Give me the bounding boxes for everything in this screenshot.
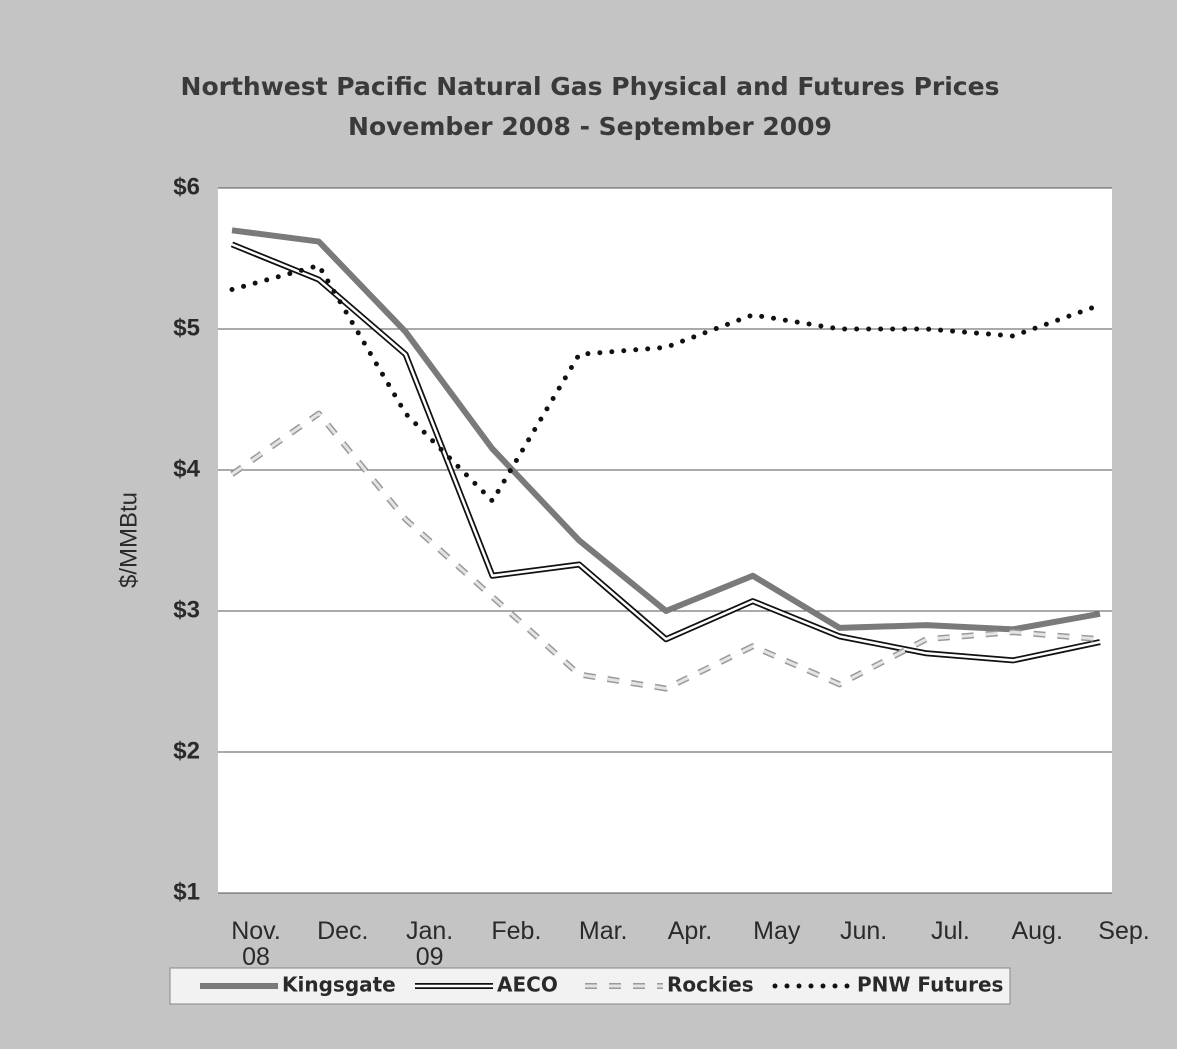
y-tick-label: $5 [173, 314, 200, 341]
y-tick-label: $6 [173, 173, 200, 200]
x-tick-label: Jul. [930, 917, 970, 945]
y-tick-label: $2 [173, 737, 200, 764]
x-tick-label: Nov. 08 [231, 917, 281, 971]
x-tick-label: Dec. [317, 917, 369, 945]
x-tick-label: May [753, 917, 801, 945]
x-tick-label: Feb. [491, 917, 542, 945]
y-axis-label: $/MMBtu [115, 492, 142, 588]
x-tick-label: Apr. [667, 917, 713, 945]
x-tick-label: Jan. 09 [405, 917, 454, 971]
x-tick-label: Sep. [1098, 917, 1150, 945]
line-stripe [231, 412, 1101, 691]
y-tick-label: $1 [173, 878, 200, 905]
series-line [231, 227, 1101, 633]
legend-label: Kingsgate [282, 973, 396, 997]
series-line [229, 263, 1103, 504]
legend-label: Rockies [667, 973, 754, 997]
line-stripe [231, 243, 1101, 662]
chart-subtitle: November 2008 - September 2009 [348, 112, 832, 141]
legend-label: AECO [497, 973, 558, 997]
chart-title: Northwest Pacific Natural Gas Physical a… [181, 72, 1000, 101]
y-tick-label: $3 [173, 596, 200, 623]
x-tick-label: Mar. [578, 917, 628, 945]
x-tick-label: Jun. [839, 917, 888, 945]
x-tick-label: Aug. [1011, 917, 1063, 945]
y-tick-label: $4 [173, 455, 200, 482]
legend-label: PNW Futures [857, 973, 1003, 997]
plot-area [218, 188, 1112, 893]
